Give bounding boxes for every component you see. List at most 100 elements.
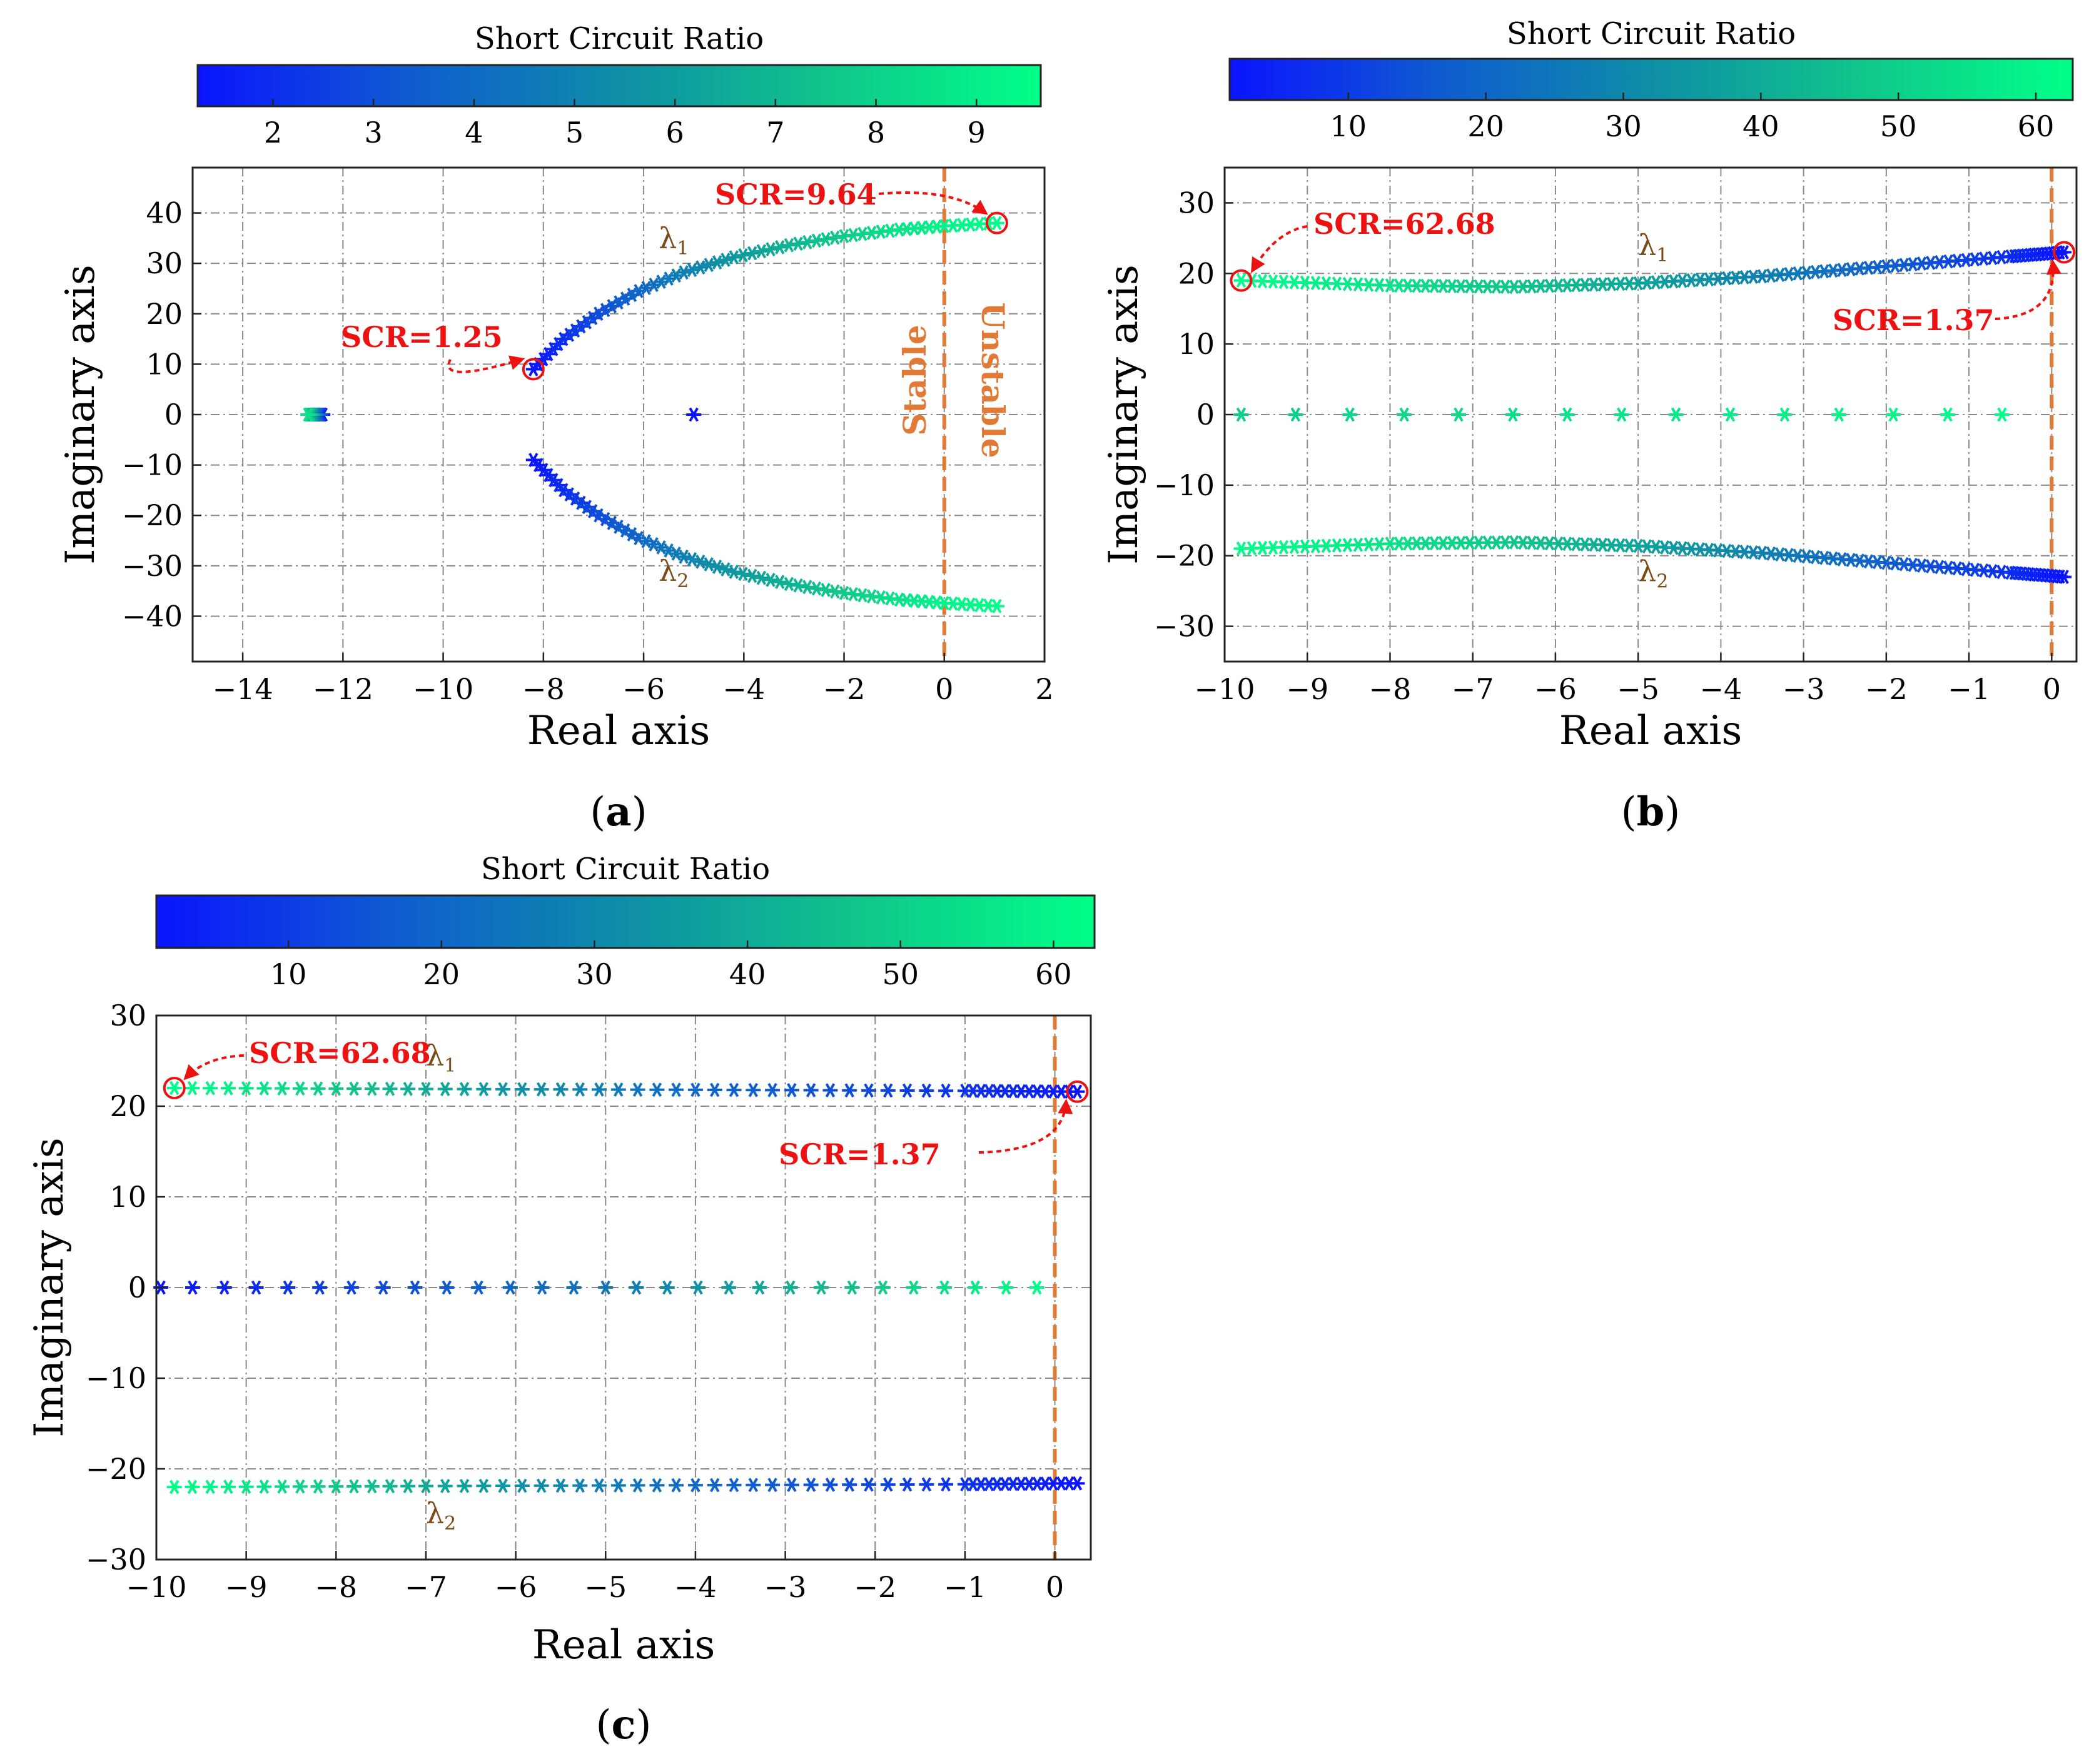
- data-point: [275, 1081, 290, 1096]
- data-point: [772, 239, 787, 255]
- series-real-pole-2: [686, 407, 702, 422]
- data-point: [799, 234, 815, 249]
- unstable-region-label: Unstable: [974, 302, 1011, 458]
- data-point: [754, 244, 769, 259]
- scr-annotation: SCR=9.64: [715, 178, 1008, 234]
- data-point: [709, 255, 725, 270]
- colorbar-tick-label: 3: [365, 116, 383, 149]
- x-axis-label: Real axis: [527, 708, 711, 754]
- data-point: [659, 1280, 675, 1295]
- colorbar-tick-label: 30: [576, 957, 613, 991]
- data-point: [2056, 245, 2072, 260]
- data-point: [256, 1081, 272, 1096]
- colorbar-tick-label: 7: [766, 116, 784, 149]
- data-point: [610, 1478, 626, 1493]
- y-tick-label: 20: [1178, 256, 1215, 290]
- data-point: [476, 1478, 492, 1493]
- x-tick-label: −2: [854, 1570, 896, 1604]
- annotation-label: SCR=1.37: [1833, 303, 1995, 337]
- colorbar-gradient: [1228, 58, 2074, 101]
- data-point: [292, 1479, 308, 1494]
- x-tick-label: 2: [1035, 672, 1053, 706]
- highlight-circle: [985, 211, 1008, 234]
- data-point: [763, 573, 779, 587]
- data-point: [275, 1479, 290, 1494]
- data-point: [1668, 407, 1684, 422]
- highlight-circle: [2053, 241, 2076, 264]
- series-real-pole-1: [300, 407, 331, 422]
- data-point: [880, 1477, 896, 1492]
- highlight-circle: [163, 1077, 186, 1099]
- data-point: [514, 1478, 530, 1493]
- data-point: [669, 1478, 684, 1493]
- data-point: [649, 1082, 665, 1097]
- series-real-axis: [1233, 407, 2010, 422]
- x-axis-label: Real axis: [1559, 708, 1742, 754]
- data-point: [629, 1280, 644, 1295]
- data-point: [861, 1477, 876, 1492]
- x-tick-label: −10: [413, 672, 473, 706]
- data-point: [735, 248, 751, 263]
- annotation-arrow: [878, 191, 988, 215]
- annotation-label: SCR=62.68: [1313, 207, 1495, 241]
- data-point: [220, 1081, 236, 1096]
- data-point: [592, 1082, 607, 1097]
- data-point: [1288, 407, 1303, 422]
- data-point: [803, 1083, 819, 1097]
- data-point: [1342, 407, 1358, 422]
- y-tick-label: 30: [146, 246, 183, 280]
- colorbar-tick-label: 9: [968, 116, 986, 149]
- y-axis-label: Imaginary axis: [26, 1137, 73, 1438]
- colorbar-tick-label: 10: [1330, 109, 1367, 143]
- data-point: [437, 1082, 453, 1096]
- data-point: [875, 1280, 891, 1295]
- x-tick-label: −14: [213, 672, 273, 706]
- data-point: [709, 560, 725, 574]
- data-point: [166, 1479, 182, 1494]
- colorbar-tick-label: 50: [882, 957, 919, 991]
- data-point: [782, 1280, 798, 1295]
- data-point: [203, 1479, 218, 1494]
- data-point: [364, 1081, 380, 1096]
- data-point: [765, 1478, 781, 1493]
- data-point: [382, 1479, 398, 1494]
- x-tick-label: −9: [225, 1570, 268, 1604]
- y-tick-label: −20: [1154, 539, 1215, 573]
- data-point: [216, 1280, 232, 1295]
- y-tick-label: 20: [146, 297, 183, 331]
- annotation-arrow: [183, 1054, 245, 1081]
- annotation-arrow: [1250, 225, 1308, 273]
- data-point: [203, 1081, 218, 1096]
- y-axis-label: Imaginary axis: [1101, 265, 1147, 565]
- data-point: [1777, 407, 1793, 422]
- panel-caption: (b): [1621, 789, 1681, 835]
- data-point: [784, 1083, 799, 1097]
- x-tick-label: −1: [1948, 672, 1990, 706]
- data-point: [799, 580, 815, 595]
- colorbar-tick-label: 10: [270, 957, 307, 991]
- data-point: [439, 1280, 455, 1295]
- colorbar-title: Short Circuit Ratio: [481, 852, 770, 887]
- data-point: [418, 1479, 433, 1493]
- data-point: [534, 1280, 550, 1295]
- data-point: [686, 407, 702, 422]
- y-tick-label: 0: [128, 1271, 146, 1304]
- panel-caption: (c): [596, 1701, 652, 1748]
- data-point: [938, 1477, 954, 1492]
- data-point: [763, 242, 779, 256]
- data-point: [726, 1082, 742, 1097]
- data-point: [495, 1082, 511, 1097]
- y-tick-label: 30: [1178, 186, 1215, 219]
- data-point: [1029, 1280, 1044, 1295]
- data-point: [726, 1478, 742, 1493]
- data-point: [809, 581, 824, 596]
- data-point: [746, 1082, 761, 1097]
- data-point: [2056, 570, 2072, 584]
- y-tick-label: 40: [146, 196, 183, 230]
- series-λ2: λ2: [166, 1476, 1085, 1535]
- data-point: [744, 246, 760, 261]
- eigenvalue-label-λ1: λ1: [659, 221, 689, 260]
- eigenvalue-label-λ2: λ2: [1638, 554, 1668, 592]
